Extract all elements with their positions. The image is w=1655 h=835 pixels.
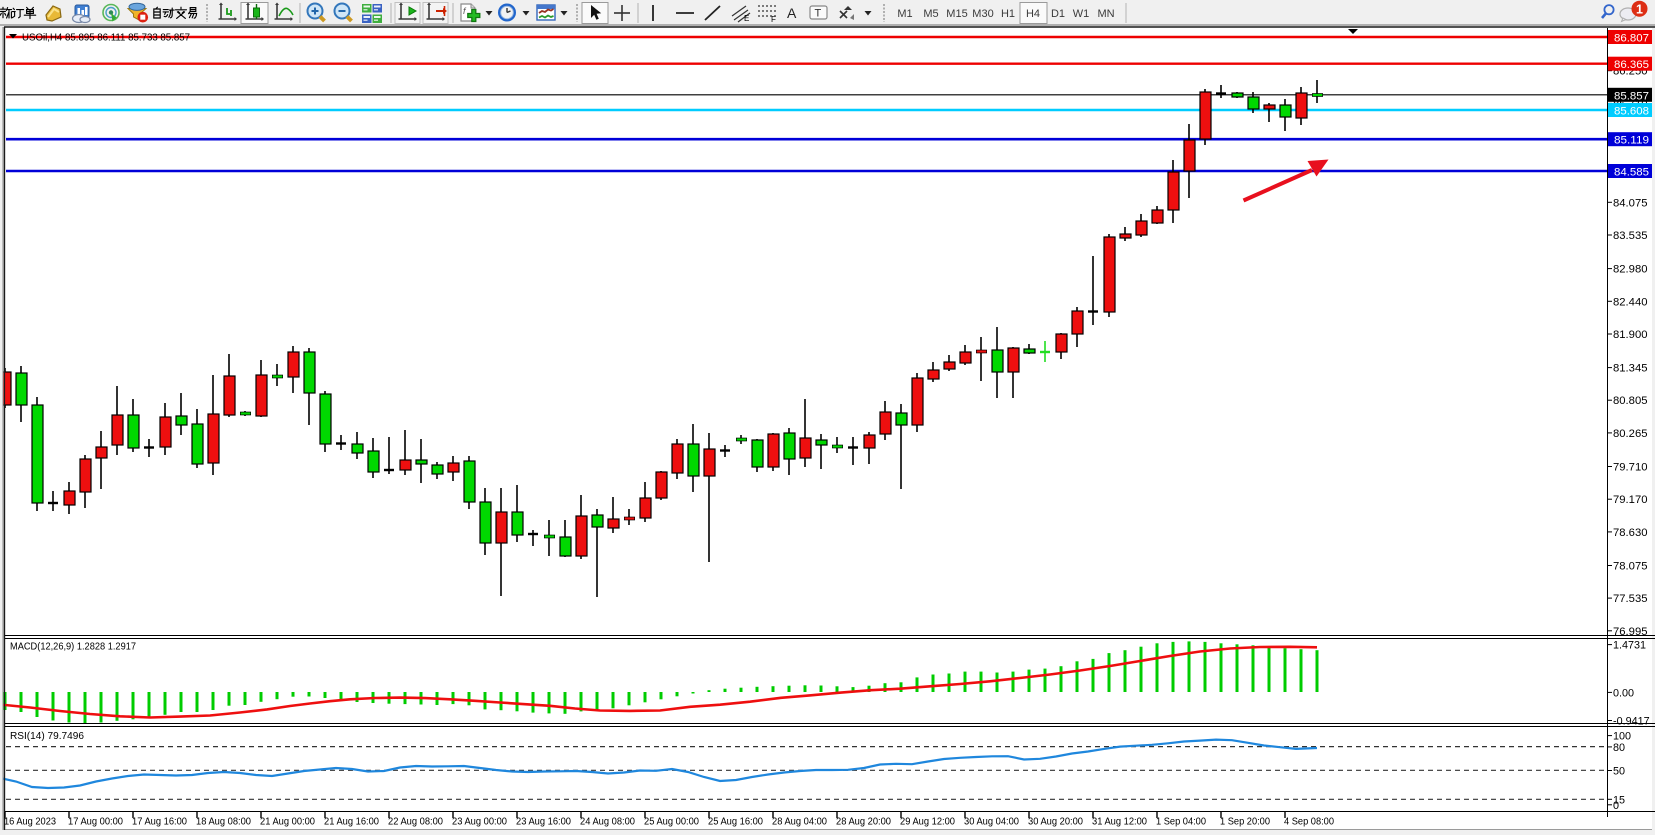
svg-text:85.857: 85.857 xyxy=(1614,90,1649,102)
svg-text:17 Aug 16:00: 17 Aug 16:00 xyxy=(132,817,187,828)
svg-text:16 Aug 2023: 16 Aug 2023 xyxy=(4,817,56,828)
svg-text:82.980: 82.980 xyxy=(1613,264,1648,276)
svg-text:86.807: 86.807 xyxy=(1614,33,1649,45)
svg-text:M1: M1 xyxy=(897,8,912,20)
svg-text:78.075: 78.075 xyxy=(1613,561,1648,573)
svg-text:79.170: 79.170 xyxy=(1613,494,1648,506)
svg-text:80.265: 80.265 xyxy=(1613,428,1648,440)
svg-text:-0.9417: -0.9417 xyxy=(1613,716,1650,728)
svg-text:1 Sep 20:00: 1 Sep 20:00 xyxy=(1220,817,1270,828)
svg-text:24 Aug 08:00: 24 Aug 08:00 xyxy=(580,817,635,828)
svg-text:81.345: 81.345 xyxy=(1613,363,1648,375)
svg-text:22 Aug 08:00: 22 Aug 08:00 xyxy=(388,817,443,828)
svg-text:M30: M30 xyxy=(972,8,993,20)
svg-text:84.585: 84.585 xyxy=(1614,167,1649,179)
svg-text:85.608: 85.608 xyxy=(1614,106,1649,118)
svg-text:USOil,H4 85.895 86.111 85.733: USOil,H4 85.895 86.111 85.733 85.857 xyxy=(22,32,190,44)
svg-text:MACD(12,26,9) 1.2828 1.2917: MACD(12,26,9) 1.2828 1.2917 xyxy=(10,642,136,653)
svg-text:17 Aug 00:00: 17 Aug 00:00 xyxy=(68,817,123,828)
svg-text:50: 50 xyxy=(1613,766,1625,778)
svg-text:15: 15 xyxy=(1613,794,1625,806)
svg-text:21 Aug 00:00: 21 Aug 00:00 xyxy=(260,817,315,828)
svg-text:81.900: 81.900 xyxy=(1613,329,1648,341)
svg-text:25 Aug 16:00: 25 Aug 16:00 xyxy=(708,817,763,828)
svg-text:28 Aug 20:00: 28 Aug 20:00 xyxy=(836,817,891,828)
svg-text:21 Aug 16:00: 21 Aug 16:00 xyxy=(324,817,379,828)
svg-text:0.00: 0.00 xyxy=(1613,687,1634,699)
svg-text:23 Aug 16:00: 23 Aug 16:00 xyxy=(516,817,571,828)
svg-text:23 Aug 00:00: 23 Aug 00:00 xyxy=(452,817,507,828)
svg-text:1 Sep 04:00: 1 Sep 04:00 xyxy=(1156,817,1206,828)
svg-text:MN: MN xyxy=(1097,8,1114,20)
svg-text:77.535: 77.535 xyxy=(1613,593,1648,605)
svg-text:84.075: 84.075 xyxy=(1613,197,1648,209)
svg-text:1: 1 xyxy=(1636,2,1643,16)
svg-text:M15: M15 xyxy=(946,8,967,20)
svg-text:H4: H4 xyxy=(1026,8,1040,20)
svg-text:78.630: 78.630 xyxy=(1613,527,1648,539)
svg-text:79.710: 79.710 xyxy=(1613,462,1648,474)
svg-text:4 Sep 08:00: 4 Sep 08:00 xyxy=(1284,817,1334,828)
svg-text:29 Aug 12:00: 29 Aug 12:00 xyxy=(900,817,955,828)
svg-text:83.535: 83.535 xyxy=(1613,230,1648,242)
svg-text:1.4731: 1.4731 xyxy=(1613,640,1646,652)
svg-text:W1: W1 xyxy=(1073,8,1090,20)
svg-text:28 Aug 04:00: 28 Aug 04:00 xyxy=(772,817,827,828)
svg-text:18 Aug 08:00: 18 Aug 08:00 xyxy=(196,817,251,828)
svg-text:31 Aug 12:00: 31 Aug 12:00 xyxy=(1092,817,1147,828)
svg-text:M5: M5 xyxy=(923,8,938,20)
svg-text:86.365: 86.365 xyxy=(1614,59,1649,71)
svg-text:82.440: 82.440 xyxy=(1613,296,1648,308)
svg-text:80: 80 xyxy=(1613,742,1625,754)
svg-text:H1: H1 xyxy=(1001,8,1015,20)
svg-text:A: A xyxy=(787,5,797,21)
svg-text:30 Aug 04:00: 30 Aug 04:00 xyxy=(964,817,1019,828)
svg-text:25 Aug 00:00: 25 Aug 00:00 xyxy=(644,817,699,828)
svg-text:0: 0 xyxy=(1613,800,1619,812)
svg-text:RSI(14) 79.7496: RSI(14) 79.7496 xyxy=(10,731,84,742)
svg-text:T: T xyxy=(815,8,822,20)
svg-text:F: F xyxy=(771,15,776,24)
svg-text:76.995: 76.995 xyxy=(1613,626,1648,638)
svg-text:E: E xyxy=(744,14,749,23)
svg-text:30 Aug 20:00: 30 Aug 20:00 xyxy=(1028,817,1083,828)
svg-text:80.805: 80.805 xyxy=(1613,395,1648,407)
svg-text:D1: D1 xyxy=(1051,8,1065,20)
svg-text:100: 100 xyxy=(1613,731,1631,743)
svg-text:f: f xyxy=(463,6,467,16)
svg-text:85.119: 85.119 xyxy=(1614,135,1649,147)
